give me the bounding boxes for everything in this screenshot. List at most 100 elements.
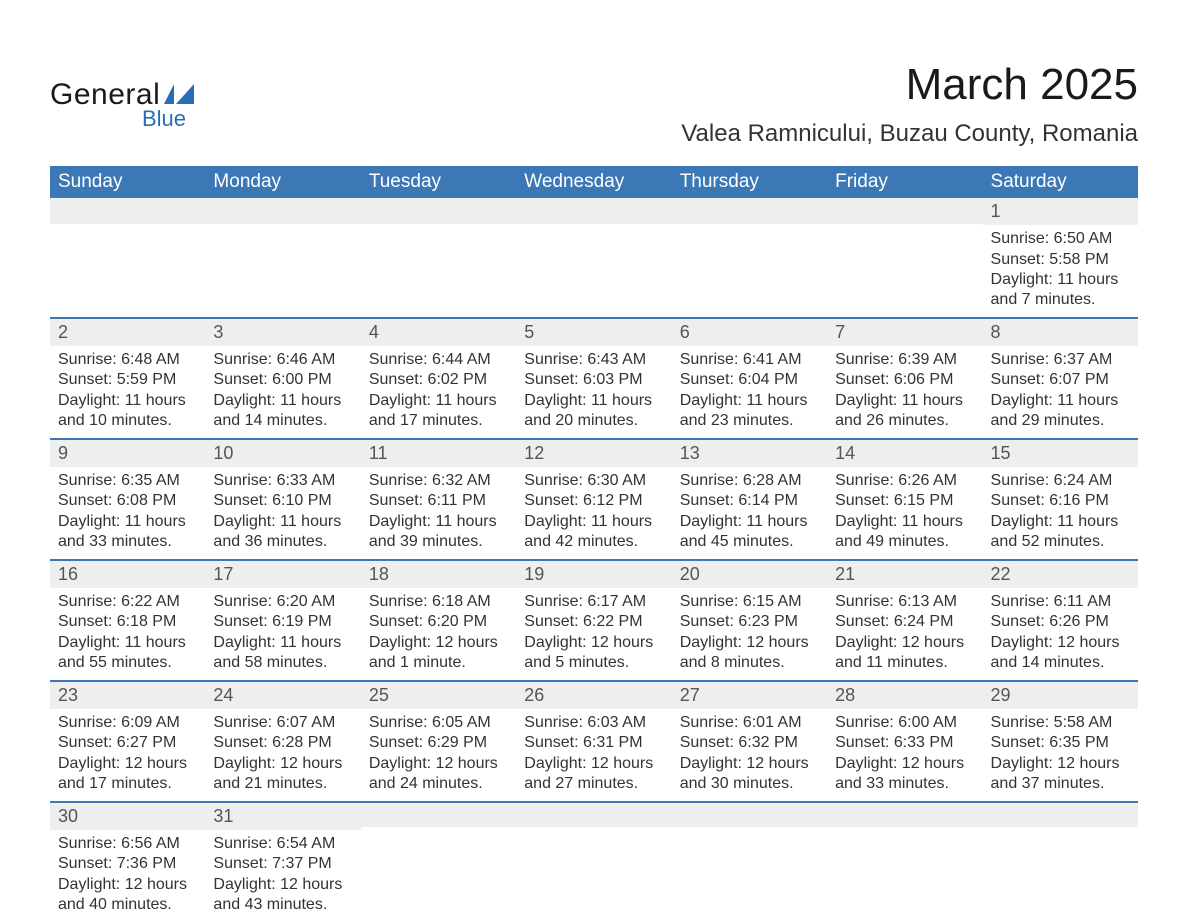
sunrise-line: Sunrise: 6:17 AM [524, 592, 663, 612]
month-year-title: March 2025 [681, 60, 1138, 110]
sunrise-line: Sunrise: 6:09 AM [58, 713, 197, 733]
empty-day-header [983, 801, 1138, 827]
daylight-line: Daylight: 11 hours and 7 minutes. [991, 270, 1130, 311]
day-body: Sunrise: 6:39 AMSunset: 6:06 PMDaylight:… [827, 346, 982, 438]
sunrise-line: Sunrise: 5:58 AM [991, 713, 1130, 733]
calendar-empty-cell [827, 801, 982, 921]
day-number: 11 [361, 438, 516, 467]
sunset-line: Sunset: 6:26 PM [991, 612, 1130, 632]
day-body: Sunrise: 6:01 AMSunset: 6:32 PMDaylight:… [672, 709, 827, 801]
calendar-day-cell: 3Sunrise: 6:46 AMSunset: 6:00 PMDaylight… [205, 317, 360, 438]
weekday-header: Wednesday [516, 166, 671, 198]
sunset-line: Sunset: 6:15 PM [835, 491, 974, 511]
empty-day-header [672, 198, 827, 224]
daylight-line: Daylight: 11 hours and 42 minutes. [524, 512, 663, 553]
day-body: Sunrise: 6:35 AMSunset: 6:08 PMDaylight:… [50, 467, 205, 559]
empty-day-body [205, 224, 360, 254]
calendar-day-cell: 8Sunrise: 6:37 AMSunset: 6:07 PMDaylight… [983, 317, 1138, 438]
calendar-header-row: SundayMondayTuesdayWednesdayThursdayFrid… [50, 166, 1138, 198]
daylight-line: Daylight: 12 hours and 30 minutes. [680, 754, 819, 795]
calendar-week-row: 30Sunrise: 6:56 AMSunset: 7:36 PMDayligh… [50, 801, 1138, 921]
sunrise-line: Sunrise: 6:20 AM [213, 592, 352, 612]
day-number: 15 [983, 438, 1138, 467]
sunrise-line: Sunrise: 6:46 AM [213, 350, 352, 370]
calendar-empty-cell [361, 801, 516, 921]
day-number: 24 [205, 680, 360, 709]
day-number: 22 [983, 559, 1138, 588]
sunrise-line: Sunrise: 6:13 AM [835, 592, 974, 612]
day-body: Sunrise: 6:46 AMSunset: 6:00 PMDaylight:… [205, 346, 360, 438]
empty-day-body [516, 827, 671, 857]
sunrise-line: Sunrise: 6:43 AM [524, 350, 663, 370]
sunset-line: Sunset: 6:31 PM [524, 733, 663, 753]
calendar-week-row: 16Sunrise: 6:22 AMSunset: 6:18 PMDayligh… [50, 559, 1138, 680]
sunset-line: Sunset: 6:24 PM [835, 612, 974, 632]
day-number: 29 [983, 680, 1138, 709]
sunrise-line: Sunrise: 6:33 AM [213, 471, 352, 491]
empty-day-body [50, 224, 205, 254]
calendar-day-cell: 27Sunrise: 6:01 AMSunset: 6:32 PMDayligh… [672, 680, 827, 801]
empty-day-header [361, 198, 516, 224]
day-body: Sunrise: 6:33 AMSunset: 6:10 PMDaylight:… [205, 467, 360, 559]
calendar-day-cell: 1Sunrise: 6:50 AMSunset: 5:58 PMDaylight… [983, 198, 1138, 317]
day-body: Sunrise: 6:07 AMSunset: 6:28 PMDaylight:… [205, 709, 360, 801]
sunrise-line: Sunrise: 6:00 AM [835, 713, 974, 733]
day-body: Sunrise: 6:41 AMSunset: 6:04 PMDaylight:… [672, 346, 827, 438]
sunrise-line: Sunrise: 6:37 AM [991, 350, 1130, 370]
calendar-empty-cell [983, 801, 1138, 921]
calendar-day-cell: 10Sunrise: 6:33 AMSunset: 6:10 PMDayligh… [205, 438, 360, 559]
sunset-line: Sunset: 6:29 PM [369, 733, 508, 753]
calendar-day-cell: 20Sunrise: 6:15 AMSunset: 6:23 PMDayligh… [672, 559, 827, 680]
sunrise-line: Sunrise: 6:11 AM [991, 592, 1130, 612]
calendar-day-cell: 31Sunrise: 6:54 AMSunset: 7:37 PMDayligh… [205, 801, 360, 921]
day-body: Sunrise: 5:58 AMSunset: 6:35 PMDaylight:… [983, 709, 1138, 801]
sunset-line: Sunset: 6:35 PM [991, 733, 1130, 753]
day-number: 6 [672, 317, 827, 346]
header: General Blue March 2025 Valea Ramnicului… [50, 60, 1138, 148]
title-block: March 2025 Valea Ramnicului, Buzau Count… [681, 60, 1138, 148]
day-number: 8 [983, 317, 1138, 346]
day-number: 1 [983, 198, 1138, 225]
daylight-line: Daylight: 11 hours and 58 minutes. [213, 633, 352, 674]
logo-text-bottom: Blue [142, 106, 186, 132]
sunrise-line: Sunrise: 6:39 AM [835, 350, 974, 370]
daylight-line: Daylight: 11 hours and 23 minutes. [680, 391, 819, 432]
day-number: 9 [50, 438, 205, 467]
calendar-day-cell: 11Sunrise: 6:32 AMSunset: 6:11 PMDayligh… [361, 438, 516, 559]
day-body: Sunrise: 6:20 AMSunset: 6:19 PMDaylight:… [205, 588, 360, 680]
day-number: 7 [827, 317, 982, 346]
empty-day-body [672, 224, 827, 254]
day-number: 12 [516, 438, 671, 467]
day-body: Sunrise: 6:22 AMSunset: 6:18 PMDaylight:… [50, 588, 205, 680]
sunrise-line: Sunrise: 6:18 AM [369, 592, 508, 612]
sunset-line: Sunset: 6:00 PM [213, 370, 352, 390]
sunset-line: Sunset: 7:37 PM [213, 854, 352, 874]
day-body: Sunrise: 6:26 AMSunset: 6:15 PMDaylight:… [827, 467, 982, 559]
empty-day-header [516, 198, 671, 224]
calendar-day-cell: 26Sunrise: 6:03 AMSunset: 6:31 PMDayligh… [516, 680, 671, 801]
empty-day-header [361, 801, 516, 827]
calendar-day-cell: 12Sunrise: 6:30 AMSunset: 6:12 PMDayligh… [516, 438, 671, 559]
sunrise-line: Sunrise: 6:01 AM [680, 713, 819, 733]
daylight-line: Daylight: 11 hours and 36 minutes. [213, 512, 352, 553]
sunset-line: Sunset: 6:07 PM [991, 370, 1130, 390]
empty-day-header [827, 801, 982, 827]
calendar-day-cell: 30Sunrise: 6:56 AMSunset: 7:36 PMDayligh… [50, 801, 205, 921]
sunset-line: Sunset: 6:27 PM [58, 733, 197, 753]
calendar-day-cell: 7Sunrise: 6:39 AMSunset: 6:06 PMDaylight… [827, 317, 982, 438]
empty-day-body [672, 827, 827, 857]
calendar-day-cell: 23Sunrise: 6:09 AMSunset: 6:27 PMDayligh… [50, 680, 205, 801]
calendar-empty-cell [827, 198, 982, 317]
day-number: 28 [827, 680, 982, 709]
calendar-day-cell: 4Sunrise: 6:44 AMSunset: 6:02 PMDaylight… [361, 317, 516, 438]
daylight-line: Daylight: 12 hours and 21 minutes. [213, 754, 352, 795]
day-body: Sunrise: 6:03 AMSunset: 6:31 PMDaylight:… [516, 709, 671, 801]
day-number: 17 [205, 559, 360, 588]
daylight-line: Daylight: 11 hours and 14 minutes. [213, 391, 352, 432]
calendar-week-row: 9Sunrise: 6:35 AMSunset: 6:08 PMDaylight… [50, 438, 1138, 559]
daylight-line: Daylight: 11 hours and 39 minutes. [369, 512, 508, 553]
daylight-line: Daylight: 12 hours and 37 minutes. [991, 754, 1130, 795]
sunset-line: Sunset: 7:36 PM [58, 854, 197, 874]
day-body: Sunrise: 6:15 AMSunset: 6:23 PMDaylight:… [672, 588, 827, 680]
calendar-day-cell: 19Sunrise: 6:17 AMSunset: 6:22 PMDayligh… [516, 559, 671, 680]
